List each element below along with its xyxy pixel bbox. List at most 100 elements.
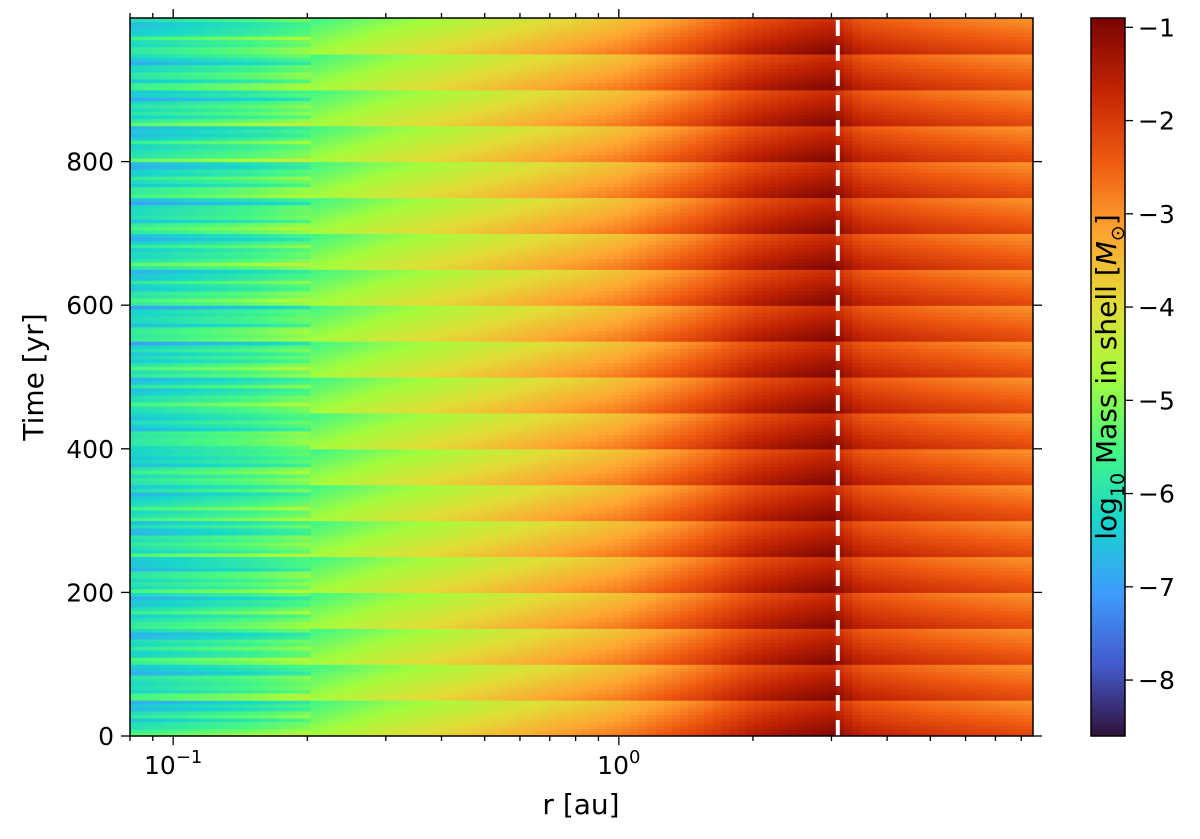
heatmap-cell [162,524,172,529]
heatmap-cell [195,337,205,342]
heatmap-cell [162,344,172,349]
heatmap-cell [327,158,336,163]
heatmap-cell [261,147,271,152]
heatmap-cell [253,538,262,543]
heatmap-cell [228,319,238,324]
heatmap-cell [154,678,164,683]
heatmap-cell [310,696,320,701]
heatmap-cell [253,710,262,716]
heatmap-cell [318,290,328,296]
heatmap-cell [244,624,254,629]
heatmap-cell [203,427,213,432]
heatmap-cell [310,707,320,712]
heatmap-cell [220,129,230,134]
heatmap-cell [302,222,312,227]
heatmap-cell [171,190,180,195]
heatmap-cell [302,560,312,565]
heatmap-cell [220,208,230,213]
heatmap-cell [138,563,148,568]
heatmap-cell [162,79,172,84]
heatmap-cell [318,441,328,446]
heatmap-cell [327,473,336,479]
heatmap-cell [146,330,156,335]
heatmap-cell [138,660,148,665]
heatmap-cell [212,114,221,120]
heatmap-cell [154,272,164,278]
heatmap-cell [179,430,189,436]
heatmap-cell [138,323,148,328]
heatmap-cell [253,100,262,105]
heatmap-cell [171,394,180,400]
heatmap-cell [179,700,189,705]
heatmap-cell [327,333,336,339]
heatmap-cell [146,226,156,231]
heatmap-cell [138,301,148,306]
heatmap-cell [302,725,312,730]
heatmap-cell [220,678,230,683]
heatmap-cell [130,624,139,629]
heatmap-cell [162,222,172,227]
heatmap-cell [277,165,287,170]
heatmap-cell [228,104,238,109]
heatmap-cell [220,499,230,504]
heatmap-cell [138,272,148,278]
heatmap-cell [285,96,295,102]
heatmap-cell [187,531,197,536]
heatmap-cell [236,430,246,436]
heatmap-cell [171,308,180,313]
heatmap-cell [285,624,295,629]
heatmap-cell [261,624,271,629]
heatmap-cell [244,689,254,694]
heatmap-cell [212,244,221,249]
heatmap-cell [179,624,189,629]
heatmap-cell [236,728,246,734]
heatmap-cell [171,93,180,98]
heatmap-cell [130,606,139,611]
heatmap-cell [244,197,254,202]
heatmap-cell [236,247,246,252]
heatmap-cell [269,434,279,439]
heatmap-cell [302,430,312,436]
heatmap-cell [162,728,172,734]
heatmap-cell [277,391,287,396]
heatmap-cell [277,416,287,421]
heatmap-cell [130,470,139,475]
heatmap-cell [212,384,221,389]
heatmap-cell [310,46,320,51]
heatmap-cell [171,82,180,87]
heatmap-cell [310,732,320,736]
heatmap-cell [146,427,156,432]
heatmap-cell [130,556,139,561]
heatmap-cell [318,700,328,705]
heatmap-cell [253,481,262,486]
heatmap-cell [179,100,189,105]
heatmap-cell [318,161,328,166]
heatmap-cell [138,125,148,130]
heatmap-cell [130,262,139,267]
heatmap-cell [203,122,213,127]
heatmap-cell [212,21,221,26]
heatmap-cell [244,606,254,611]
heatmap-cell [212,710,221,716]
heatmap-cell [228,229,238,234]
heatmap-cell [154,118,164,123]
heatmap-cell [220,657,230,662]
heatmap-cell [130,484,139,489]
heatmap-cell [244,287,254,292]
heatmap-cell [318,628,328,633]
heatmap-cell [130,631,139,637]
heatmap-cell [236,21,246,26]
heatmap-cell [130,416,139,421]
heatmap-cell [138,466,148,471]
heatmap-cell [310,161,320,166]
heatmap-cell [294,635,303,640]
heatmap-cell [195,585,205,590]
heatmap-cell [236,190,246,195]
heatmap-cell [302,710,312,716]
heatmap-cell [179,477,189,482]
heatmap-cell [318,219,328,224]
heatmap-cell [138,617,148,622]
heatmap-cell [285,606,295,611]
heatmap-cell [195,269,205,274]
heatmap-cell [154,538,164,543]
